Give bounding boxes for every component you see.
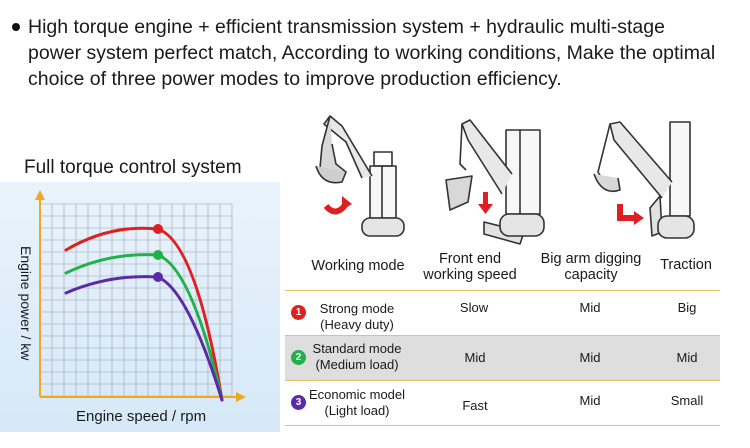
mode-name: Standard mode (Medium load) xyxy=(312,341,402,372)
power-curve-chart xyxy=(35,190,246,402)
peak-marker xyxy=(153,272,163,282)
big-arm-capacity-value: Mid xyxy=(579,300,601,315)
x-axis-arrow-icon xyxy=(236,392,246,402)
big-arm-capacity-value: Mid xyxy=(579,350,601,365)
traction-value: Mid xyxy=(676,350,698,365)
traction-value: Big xyxy=(677,300,697,315)
mode-number-badge: 1 xyxy=(291,305,306,320)
mode-number-badge: 2 xyxy=(291,350,306,365)
intro-paragraph: High torque engine + efficient transmiss… xyxy=(10,14,730,92)
front-end-speed-value: Slow xyxy=(459,300,489,315)
column-working-mode: Working mode xyxy=(311,258,405,274)
excavator-lower-icon xyxy=(445,119,545,245)
peak-marker xyxy=(153,224,163,234)
mode-name: Economic model (Light load) xyxy=(308,387,406,418)
column-big-arm-capacity: Big arm digging capacity xyxy=(540,251,642,283)
chart-series xyxy=(64,224,224,402)
table-row-strong: 1 Strong mode (Heavy duty) Slow Mid Big xyxy=(285,290,720,335)
table-row-economic: 3 Economic model (Light load) Fast Mid S… xyxy=(285,380,720,426)
mode-name: Strong mode (Heavy duty) xyxy=(319,301,395,332)
x-axis-label: Engine speed / rpm xyxy=(76,408,207,425)
traction-value: Small xyxy=(670,393,704,408)
power-curve-line xyxy=(64,226,224,402)
mode-number-badge: 3 xyxy=(291,395,306,410)
table-row-standard: 2 Standard mode (Medium load) Mid Mid Mi… xyxy=(285,335,720,380)
front-end-speed-value: Fast xyxy=(462,398,488,413)
power-mode-table: 1 Strong mode (Heavy duty) Slow Mid Big … xyxy=(285,290,720,426)
y-axis-label: Engine power / kw xyxy=(18,246,34,361)
chart-title: Full torque control system xyxy=(24,157,242,178)
chart-grid xyxy=(39,203,233,397)
big-arm-capacity-value: Mid xyxy=(579,393,601,408)
chart-background xyxy=(0,182,280,432)
column-front-end-speed: Front end working speed xyxy=(423,251,517,283)
front-end-speed-value: Mid xyxy=(464,350,486,365)
intro-text: High torque engine + efficient transmiss… xyxy=(28,16,716,90)
column-traction: Traction xyxy=(660,257,712,273)
excavator-traction-icon xyxy=(593,121,695,239)
bullet-icon xyxy=(12,23,20,31)
peak-marker xyxy=(153,250,163,260)
excavator-curl-icon xyxy=(315,115,405,237)
y-axis-arrow-icon xyxy=(35,190,45,200)
